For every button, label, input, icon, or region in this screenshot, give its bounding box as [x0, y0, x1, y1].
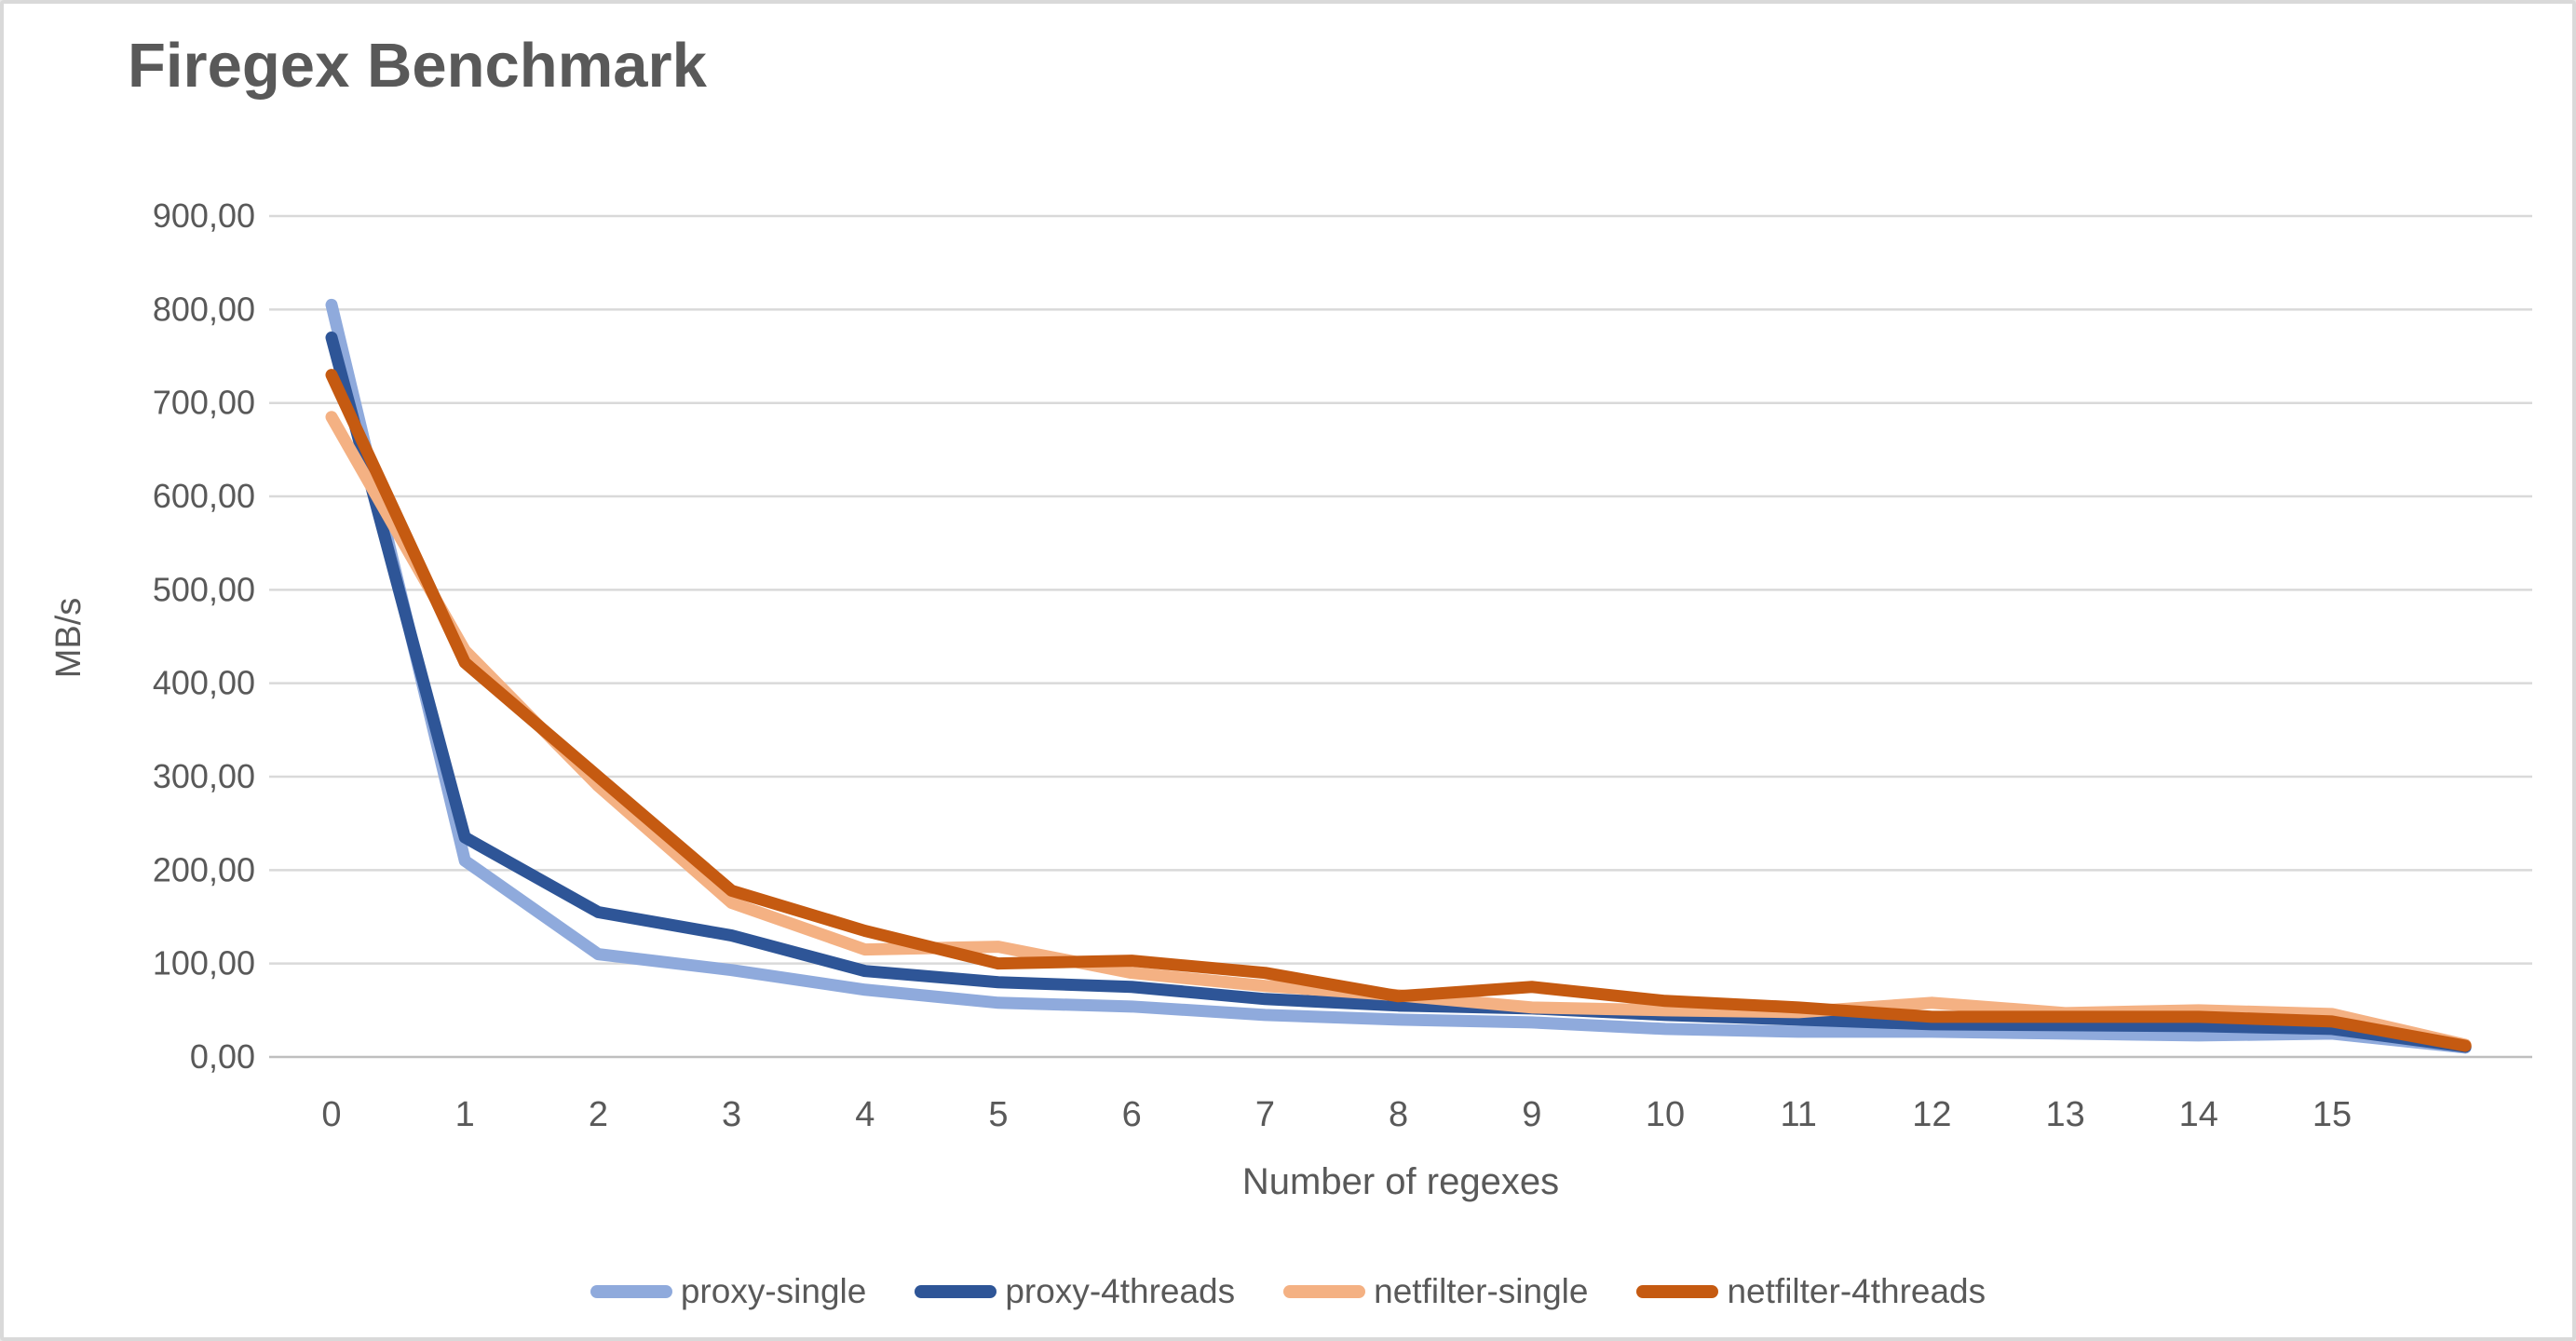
y-tick-label: 700,00 [153, 384, 255, 422]
x-tick-label: 11 [1780, 1095, 1816, 1134]
legend-item-netfilter-4threads: netfilter-4threads [1636, 1272, 1986, 1311]
x-tick-label: 13 [2045, 1095, 2084, 1134]
legend-swatch-icon [1283, 1285, 1366, 1298]
x-tick-label: 7 [1255, 1095, 1275, 1134]
legend-label: netfilter-4threads [1727, 1272, 1986, 1310]
y-tick-label: 600,00 [153, 477, 255, 515]
legend-item-netfilter-single: netfilter-single [1283, 1272, 1588, 1311]
y-tick-label: 400,00 [153, 664, 255, 702]
x-tick-label: 5 [988, 1095, 1008, 1134]
line-chart-plot: 0,00 100,00 200,00 300,00 400,00 500,00 600,00… [49, 196, 2532, 1202]
series-line-netfilter-single [325, 411, 2472, 1051]
y-axis-title: MB/s [49, 598, 88, 679]
y-tick-label: 500,00 [153, 570, 255, 608]
x-tick-label: 4 [855, 1095, 874, 1134]
y-tick-label: 900,00 [153, 196, 255, 235]
y-tick-label: 100,00 [153, 944, 255, 982]
legend-item-proxy-4threads: proxy-4threads [915, 1272, 1235, 1311]
series-line-netfilter-4threads [325, 369, 2472, 1052]
x-tick-label: 8 [1389, 1095, 1408, 1134]
x-tick-label: 9 [1522, 1095, 1541, 1134]
y-tick-label: 200,00 [153, 850, 255, 888]
x-tick-label: 12 [1912, 1095, 1951, 1134]
x-tick-label: 1 [455, 1095, 475, 1134]
legend-label: proxy-4threads [1005, 1272, 1236, 1310]
chart-title: Firegex Benchmark [128, 31, 707, 101]
x-tick-label: 2 [589, 1095, 608, 1134]
x-tick-label: 3 [722, 1095, 741, 1134]
legend-swatch-icon [590, 1285, 672, 1298]
x-tick-label: 0 [321, 1095, 341, 1134]
x-tick-label: 6 [1122, 1095, 1142, 1134]
y-tick-label: 300,00 [153, 757, 255, 795]
x-tick-label: 14 [2179, 1095, 2218, 1134]
chart-legend: proxy-single proxy-4threads netfilter-sing… [4, 1272, 2572, 1311]
series-line-proxy-single [325, 298, 2472, 1054]
y-tick-label: 800,00 [153, 290, 255, 328]
legend-swatch-icon [915, 1285, 997, 1298]
legend-label: netfilter-single [1374, 1272, 1589, 1310]
legend-swatch-icon [1636, 1285, 1719, 1298]
y-tick-label: 0,00 [190, 1037, 255, 1076]
x-tick-label: 10 [1646, 1095, 1685, 1134]
legend-item-proxy-single: proxy-single [590, 1272, 866, 1311]
x-axis-title: Number of regexes [1242, 1161, 1559, 1202]
legend-label: proxy-single [680, 1272, 867, 1310]
series-line-proxy-4threads [325, 331, 2472, 1053]
x-tick-label: 15 [2312, 1095, 2352, 1134]
